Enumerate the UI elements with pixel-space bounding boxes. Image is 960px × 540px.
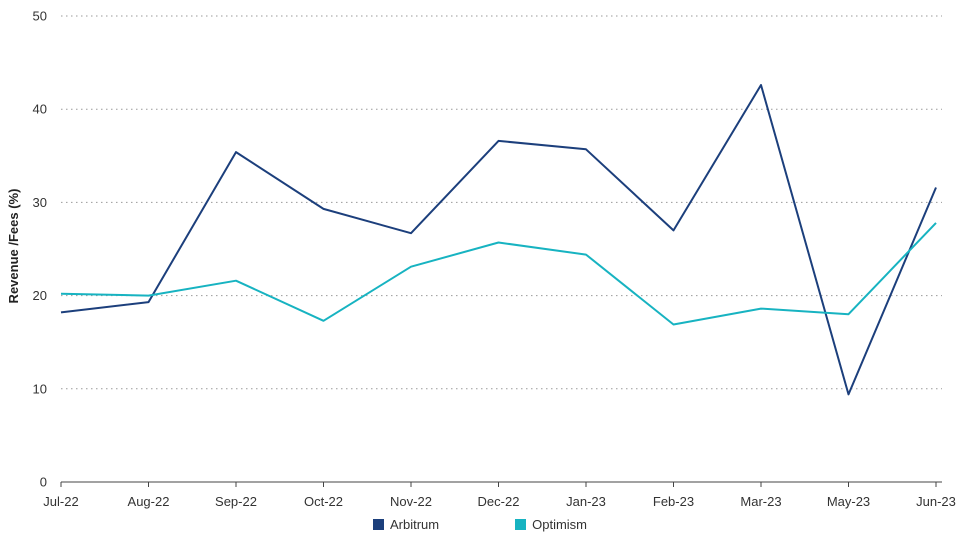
x-tick-label: Mar-23 bbox=[740, 494, 781, 509]
legend-swatch bbox=[372, 519, 384, 530]
x-tick-label: Jun-23 bbox=[916, 494, 956, 509]
x-tick-label: May-23 bbox=[827, 494, 870, 509]
legend-item-optimism: Optimism bbox=[515, 517, 587, 532]
x-tick-label: Aug-22 bbox=[128, 494, 170, 509]
series-line-arbitrum bbox=[60, 84, 937, 396]
legend-item-arbitrum: Arbitrum bbox=[372, 517, 440, 532]
y-tick-label: 20 bbox=[33, 288, 47, 303]
series-line-optimism bbox=[60, 222, 937, 326]
legend-label: Arbitrum bbox=[389, 517, 440, 532]
y-axis-label: Revenue /Fees (%) bbox=[6, 189, 21, 304]
y-tick-label: 30 bbox=[33, 195, 47, 210]
y-tick-label: 0 bbox=[40, 475, 47, 490]
x-tick-label: Jan-23 bbox=[566, 494, 606, 509]
y-tick-label: 40 bbox=[33, 102, 47, 117]
y-tick-label: 50 bbox=[33, 9, 47, 24]
x-tick-label: Dec-22 bbox=[478, 494, 520, 509]
legend-swatch bbox=[515, 519, 527, 530]
x-tick-label: Feb-23 bbox=[653, 494, 694, 509]
y-tick-label: 10 bbox=[33, 381, 47, 396]
x-tick-label: Nov-22 bbox=[390, 494, 432, 509]
x-tick-label: Jul-22 bbox=[43, 494, 78, 509]
x-tick-label: Sep-22 bbox=[215, 494, 257, 509]
legend: Arbitrum Optimism bbox=[0, 517, 960, 533]
legend-label: Optimism bbox=[532, 517, 587, 532]
x-tick-label: Oct-22 bbox=[304, 494, 343, 509]
